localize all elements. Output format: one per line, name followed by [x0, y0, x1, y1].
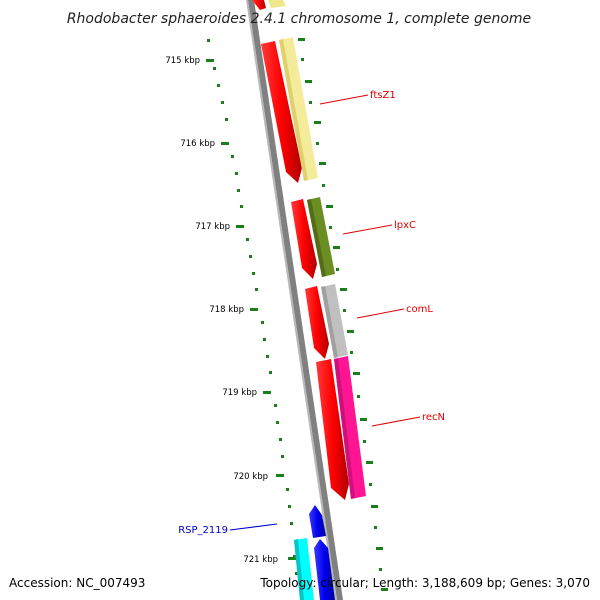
gene-blocks	[268, 0, 366, 600]
backbone	[246, 0, 343, 600]
map-title: Rhodobacter sphaeroides 2.4.1 chromosome…	[67, 11, 531, 27]
tick-mark-715	[206, 59, 214, 62]
tick-label: 719 kbp	[222, 388, 257, 398]
tick-mark-717	[236, 225, 244, 228]
gene-label-recN: recN	[422, 412, 445, 423]
inner-ticks	[298, 38, 388, 591]
gene-arrow-forward	[316, 359, 349, 500]
tick-mark-721	[288, 557, 296, 560]
tick-label: 717 kbp	[195, 222, 230, 232]
gene-arrow-forward	[291, 199, 317, 279]
gene-arrow-reverse	[309, 505, 326, 538]
tick-mark-719	[263, 391, 271, 394]
scale-dots	[207, 39, 298, 575]
tick-mark-720	[276, 474, 284, 477]
gene-arrow-forward	[252, 0, 266, 10]
reverse-genes	[309, 505, 335, 600]
tick-mark-718	[250, 308, 258, 311]
gene-label-RSP_2119: RSP_2119	[178, 525, 228, 536]
label-leaders	[229, 94, 421, 531]
tick-label: 721 kbp	[243, 555, 278, 565]
tick-label: 716 kbp	[180, 139, 215, 149]
genome-summary-text: Topology: circular; Length: 3,188,609 bp…	[260, 576, 590, 590]
gene-arrow-forward	[305, 286, 329, 359]
forward-genes	[252, 0, 349, 500]
gene-label-lpxC: lpxC	[394, 220, 416, 231]
tick-label: 715 kbp	[165, 56, 200, 66]
gene-block-top	[268, 0, 286, 8]
tick-mark-716	[221, 142, 229, 145]
gene-arrow-forward	[261, 41, 302, 183]
gene-arrow-reverse	[314, 539, 335, 600]
tick-label: 720 kbp	[233, 472, 268, 482]
gene-labels: ftsZ1 lpxC comL recN RSP_2119	[178, 90, 445, 536]
accession-text: Accession: NC_007493	[9, 576, 146, 590]
scale-labels: 715 kbp 716 kbp 717 kbp 718 kbp 719 kbp …	[165, 56, 278, 565]
gene-label-comL: comL	[406, 304, 433, 315]
scale-major-ticks	[206, 59, 296, 560]
gene-label-ftsZ1: ftsZ1	[370, 90, 396, 101]
tick-label: 718 kbp	[209, 305, 244, 315]
